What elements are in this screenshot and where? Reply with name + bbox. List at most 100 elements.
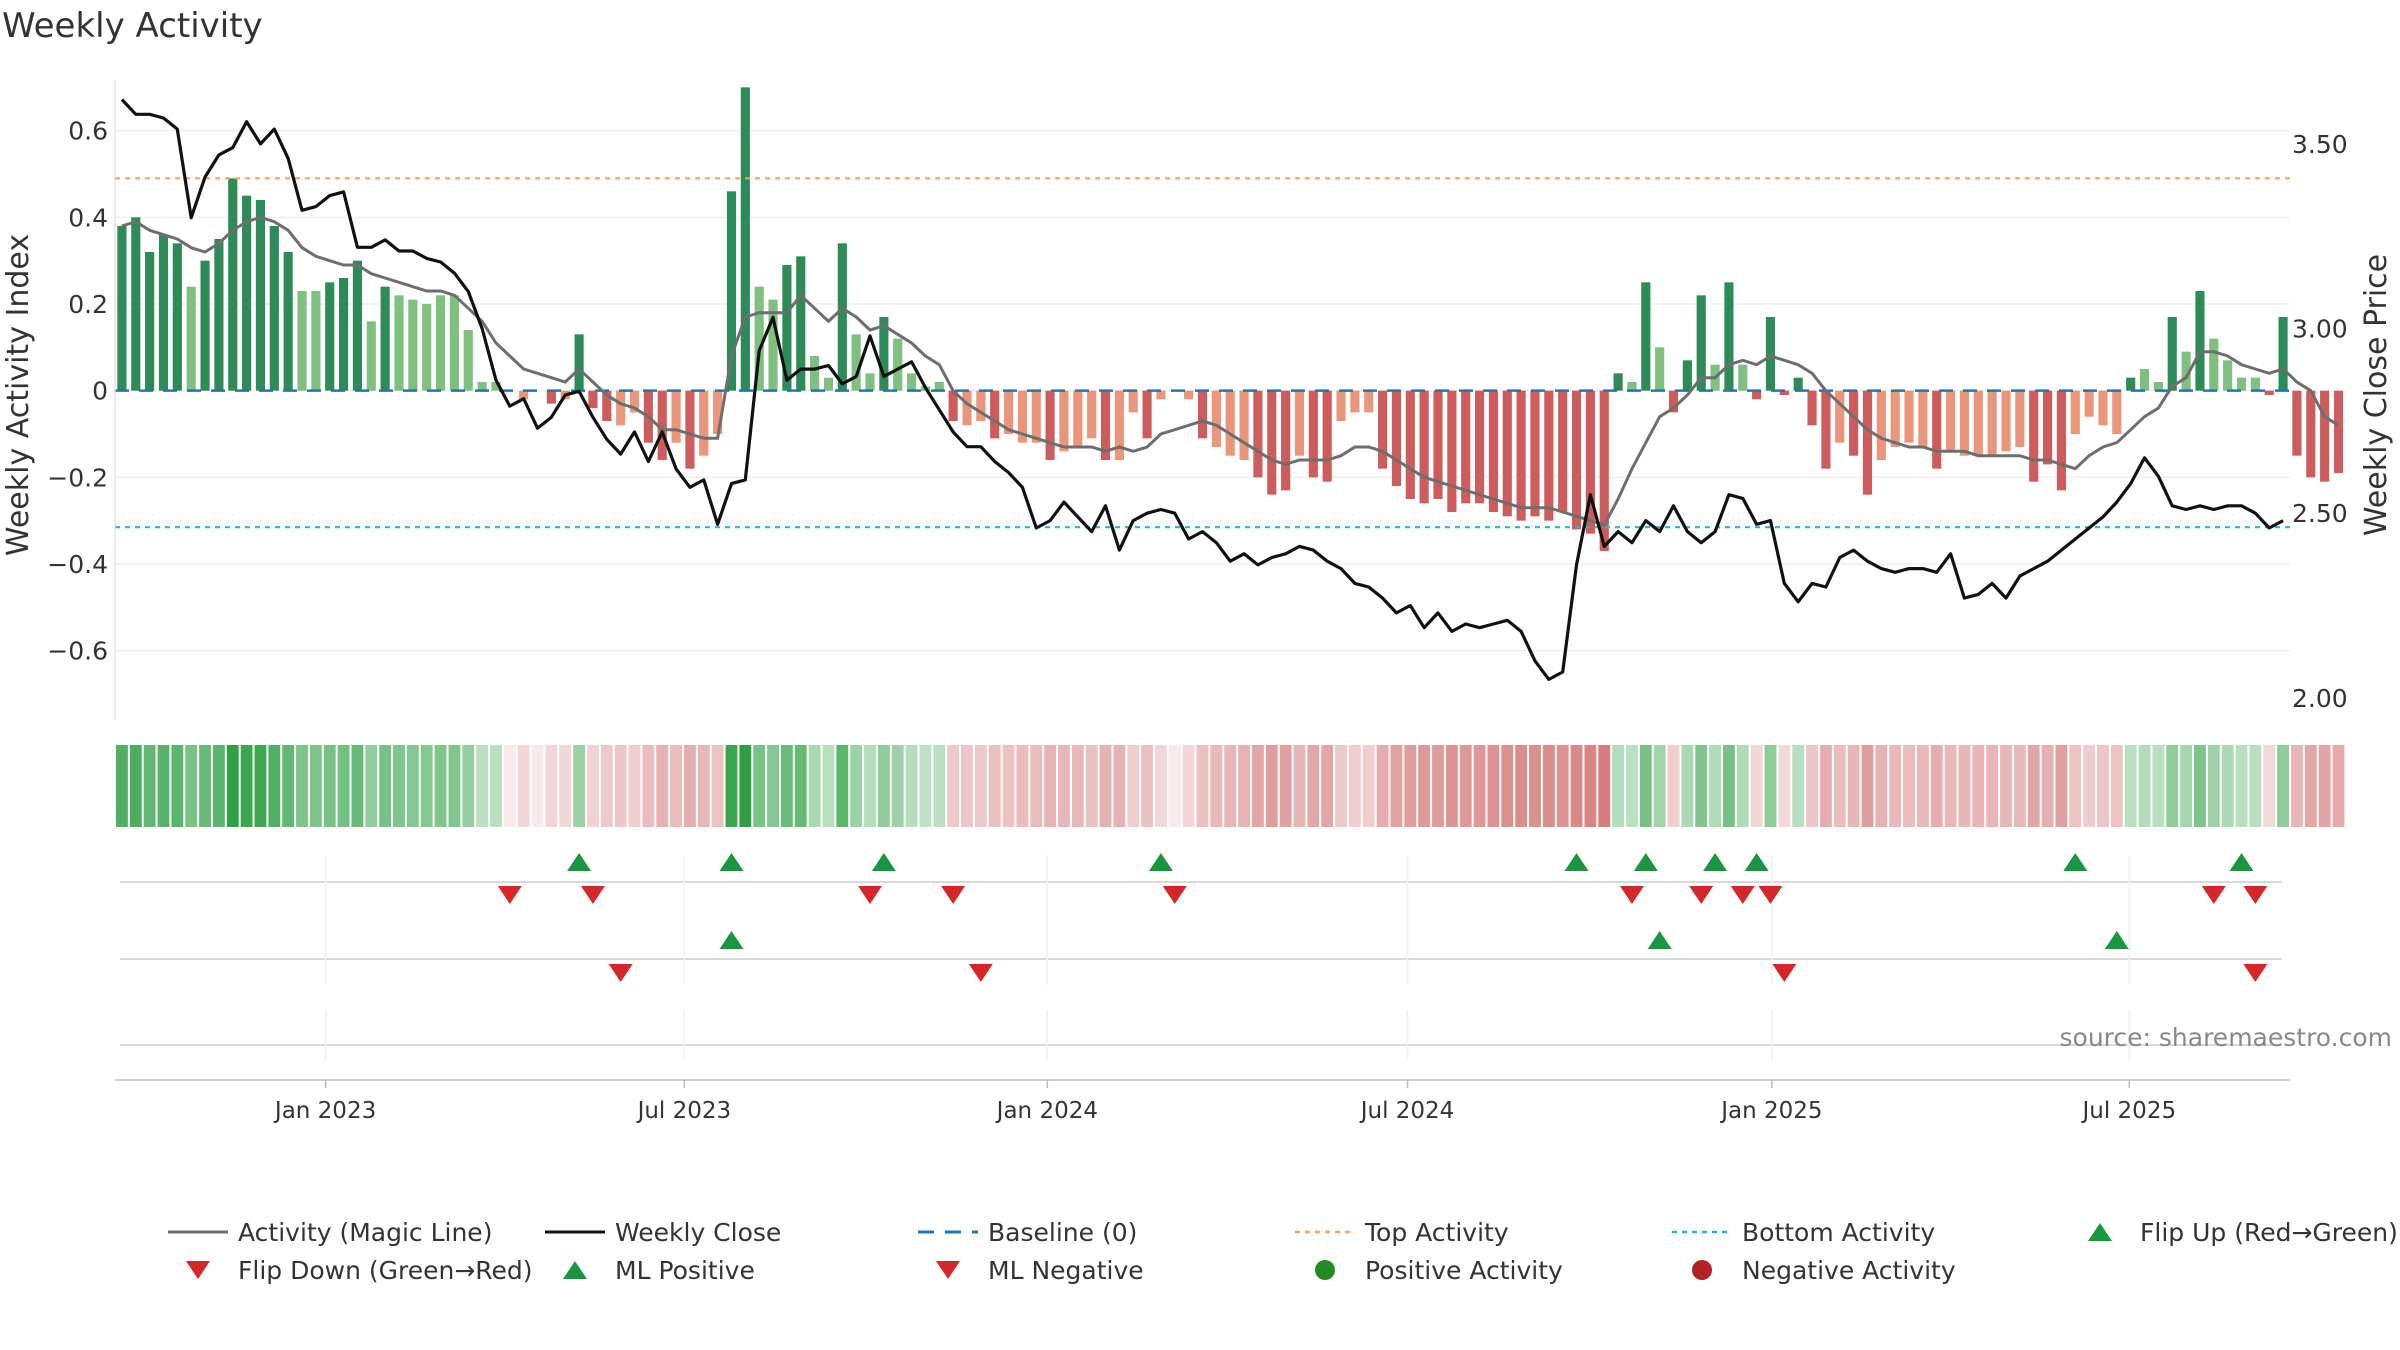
activity-strip-cell <box>129 745 142 827</box>
activity-bar <box>2306 390 2316 478</box>
activity-bar <box>2181 351 2191 391</box>
activity-bar <box>713 390 723 434</box>
activity-strip-cell <box>517 745 530 827</box>
activity-bar <box>477 382 487 391</box>
activity-strip-cell <box>933 745 946 827</box>
activity-bar <box>1350 390 1360 413</box>
activity-bar <box>865 373 875 391</box>
activity-bar <box>158 234 169 391</box>
activity-strip-cell <box>2069 745 2082 827</box>
activity-bar <box>242 195 252 391</box>
activity-strip-cell <box>1418 745 1431 827</box>
activity-strip-cell <box>116 745 128 827</box>
activity-strip-cell <box>2180 745 2193 827</box>
x-tick-label: Jan 2023 <box>273 1098 376 1124</box>
activity-strip-cell <box>282 745 295 827</box>
activity-bar <box>2056 390 2066 491</box>
activity-bar <box>1405 390 1415 499</box>
activity-bar <box>629 390 640 413</box>
activity-strip-cell <box>268 745 281 827</box>
activity-strip-cell <box>2277 745 2289 827</box>
activity-bar <box>1932 390 1942 469</box>
flip-up-marker <box>719 853 744 871</box>
activity-bar <box>796 256 806 391</box>
y-tick-left: 0.2 <box>68 290 108 319</box>
activity-bar <box>2001 390 2011 452</box>
activity-bar <box>851 334 861 391</box>
activity-strip-cell <box>1113 745 1126 827</box>
activity-strip-cell <box>961 745 973 827</box>
legend-item-mlpos: ML Positive <box>563 1256 755 1285</box>
flip-up-marker <box>567 853 592 871</box>
activity-bar <box>1239 390 1249 460</box>
activity-bar <box>1849 390 1859 456</box>
activity-strip-cell <box>2138 745 2151 827</box>
activity-bar <box>1225 390 1235 456</box>
activity-bar <box>352 260 363 391</box>
activity-bar <box>463 330 473 391</box>
activity-strip-cell <box>1723 745 1735 827</box>
flip-up-marker <box>1633 853 1658 871</box>
activity-bar <box>2209 338 2219 391</box>
flip-down-marker <box>1619 886 1644 904</box>
activity-strip-cell <box>157 745 170 827</box>
activity-strip-cell <box>2194 745 2206 827</box>
activity-bar <box>131 217 141 391</box>
legend-item-top: Top Activity <box>1295 1218 1509 1247</box>
activity-strip-cell <box>1459 745 1472 827</box>
activity-strip-cell <box>2221 745 2234 827</box>
legend-swatch-triangle-down-icon <box>186 1261 210 1279</box>
activity-strip-cell <box>2207 745 2220 827</box>
activity-bar <box>685 390 695 469</box>
activity-strip-cell <box>2318 745 2331 827</box>
activity-bar <box>519 390 529 400</box>
activity-strip-cell <box>2027 745 2040 827</box>
ml-negative-marker <box>2243 964 2268 982</box>
activity-strip-cell <box>697 745 710 827</box>
activity-bar <box>1821 390 1831 469</box>
activity-strip-cell <box>794 745 807 827</box>
legend-item-bottom: Bottom Activity <box>1672 1218 1935 1247</box>
legend-label: Flip Down (Green→Red) <box>238 1256 533 1285</box>
activity-strip-cell <box>1695 745 1708 827</box>
flip-down-marker <box>858 886 883 904</box>
activity-bar <box>893 338 903 391</box>
activity-bar <box>616 390 626 426</box>
activity-bar <box>339 278 349 391</box>
activity-strip-cell <box>420 745 433 827</box>
activity-bar <box>1378 390 1388 469</box>
activity-strip <box>116 745 2345 827</box>
activity-bar <box>1682 360 1692 391</box>
activity-bar <box>1544 390 1554 521</box>
activity-strip-cell <box>143 745 156 827</box>
activity-strip-cell <box>1833 745 1846 827</box>
activity-strip-cell <box>1445 745 1458 827</box>
activity-bar <box>1447 390 1457 512</box>
activity-bar <box>1059 390 1069 452</box>
activity-bar <box>657 390 667 460</box>
activity-strip-cell <box>1307 745 1320 827</box>
activity-strip-cell <box>1542 745 1555 827</box>
activity-strip-cell <box>1487 745 1500 827</box>
activity-strip-cell <box>171 745 184 827</box>
activity-bar <box>574 334 584 391</box>
y-tick-right: 3.00 <box>2292 315 2348 344</box>
activity-bar <box>1516 390 1526 521</box>
activity-strip-cell <box>351 745 364 827</box>
legend-swatch-triangle-up-icon <box>563 1261 587 1279</box>
ml-positive-marker <box>2104 931 2129 949</box>
activity-bar <box>1253 390 1263 478</box>
activity-bar <box>297 291 307 391</box>
activity-strip-cell <box>490 745 502 827</box>
activity-bar <box>1267 390 1277 495</box>
activity-bar <box>2098 390 2108 426</box>
activity-strip-cell <box>1639 745 1652 827</box>
activity-bar <box>2015 390 2025 447</box>
activity-bar <box>1474 390 1485 504</box>
x-axis: Jan 2023 Jul 2023 Jan 2024 Jul 2024 Jan 2025… <box>115 1079 2290 1124</box>
activity-bar <box>2320 390 2330 482</box>
x-tick-label: Jan 2024 <box>995 1098 1098 1124</box>
activity-bar <box>1696 295 1706 391</box>
activity-bar <box>1364 390 1374 413</box>
activity-bar <box>1835 390 1845 443</box>
